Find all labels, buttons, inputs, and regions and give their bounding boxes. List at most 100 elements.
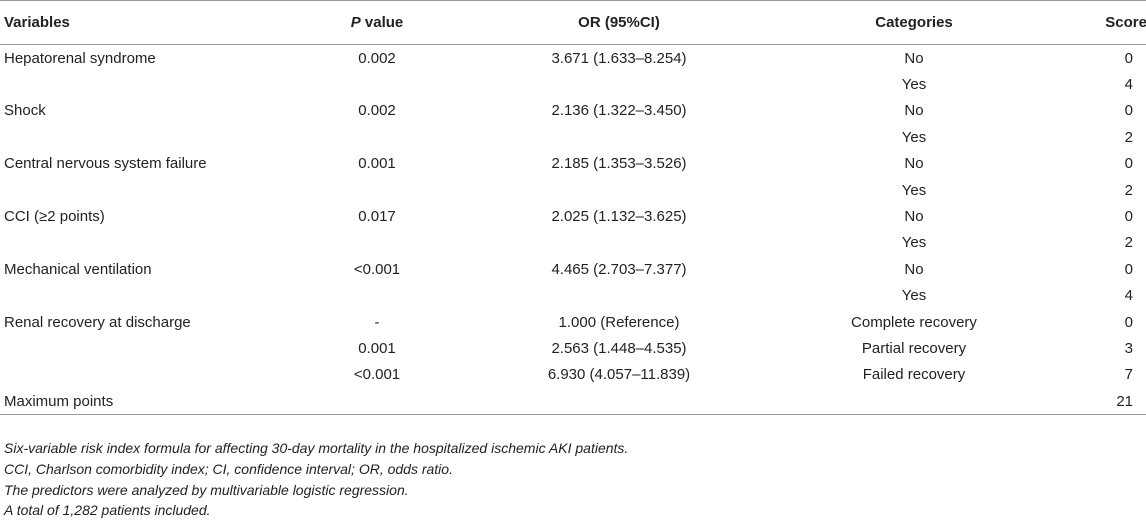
- footnote-description: Six-variable risk index formula for affe…: [4, 440, 629, 456]
- cell-score: 0: [1124, 102, 1133, 120]
- cell-variable: [0, 124, 304, 150]
- table-row: 0.001 2.563 (1.448–4.535) Partial recove…: [0, 335, 1146, 361]
- cell-or: [450, 283, 788, 309]
- cell-p-value: 0.002: [358, 49, 396, 67]
- cell-variable: [0, 335, 304, 361]
- cell-category: [788, 388, 1040, 416]
- cell-or: [450, 124, 788, 150]
- risk-index-table: Variables P value OR (95%CI) Categories …: [0, 0, 1146, 416]
- cell-category: Complete recovery: [851, 313, 977, 331]
- cell-or: [450, 230, 788, 256]
- cell-p-value: 0.001: [358, 339, 396, 357]
- cell-score: 2: [1124, 234, 1133, 252]
- cell-category: Yes: [901, 128, 927, 146]
- cell-or: [450, 388, 788, 416]
- header-row: Variables P value OR (95%CI) Categories …: [0, 0, 1146, 45]
- cell-variable: Maximum points: [0, 388, 304, 416]
- table-row: CCI (≥2 points) 0.017 2.025 (1.132–3.625…: [0, 203, 1146, 229]
- footnote-abbreviations: CCI, Charlson comorbidity index; CI, con…: [4, 460, 453, 477]
- cell-score: 7: [1124, 366, 1133, 384]
- cell-variable: Central nervous system failure: [4, 155, 207, 173]
- cell-category: Yes: [901, 234, 927, 252]
- table-row: Central nervous system failure 0.001 2.1…: [0, 151, 1146, 177]
- cell-or: 3.671 (1.633–8.254): [551, 49, 687, 67]
- table-row: Renal recovery at discharge - 1.000 (Ref…: [0, 309, 1146, 335]
- cell-p-value: 0.001: [358, 155, 396, 173]
- table-footnotes: Six-variable risk index formula for affe…: [4, 438, 628, 521]
- cell-or: 2.185 (1.353–3.526): [551, 155, 687, 173]
- header-p-rest: value: [360, 14, 404, 31]
- table-row-maximum-points: Maximum points 21: [0, 388, 1146, 416]
- header-or: OR (95%CI): [450, 0, 788, 45]
- cell-category: No: [904, 102, 924, 120]
- cell-score: 0: [1124, 49, 1133, 67]
- footnote-method: The predictors were analyzed by multivar…: [4, 481, 409, 498]
- cell-p-value: 0.017: [358, 208, 396, 226]
- risk-index-table-container: Variables P value OR (95%CI) Categories …: [0, 0, 1146, 416]
- cell-variable: [0, 177, 304, 203]
- table-row: Yes 2: [0, 177, 1146, 203]
- cell-p-value: [304, 71, 450, 97]
- cell-variable: Renal recovery at discharge: [4, 313, 191, 331]
- cell-category: Yes: [901, 287, 927, 305]
- cell-category: Yes: [901, 76, 927, 94]
- cell-score: 4: [1124, 287, 1133, 305]
- cell-or: 6.930 (4.057–11.839): [547, 366, 691, 384]
- cell-p-value: [304, 177, 450, 203]
- cell-score: 4: [1124, 76, 1133, 94]
- cell-variable: [0, 362, 304, 388]
- cell-category: No: [904, 208, 924, 226]
- cell-category: Partial recovery: [861, 339, 967, 357]
- cell-p-value: <0.001: [353, 366, 401, 384]
- cell-variable: [0, 230, 304, 256]
- table-row: Shock 0.002 2.136 (1.322–3.450) No 0: [0, 98, 1146, 124]
- cell-variable: Shock: [4, 102, 46, 120]
- table-header: Variables P value OR (95%CI) Categories …: [0, 0, 1146, 45]
- header-categories: Categories: [788, 0, 1040, 45]
- table-row: Mechanical ventilation <0.001 4.465 (2.7…: [0, 256, 1146, 282]
- cell-score: 0: [1124, 260, 1133, 278]
- cell-variable: [0, 71, 304, 97]
- header-variables: Variables: [0, 0, 304, 45]
- cell-p-value: [304, 124, 450, 150]
- cell-score: 2: [1124, 181, 1133, 199]
- header-p-value: P value: [304, 0, 450, 45]
- cell-category: No: [904, 155, 924, 173]
- cell-variable: Mechanical ventilation: [4, 260, 152, 278]
- header-score: Score: [1040, 0, 1146, 45]
- cell-category: Yes: [901, 181, 927, 199]
- cell-category: No: [904, 260, 924, 278]
- cell-score: 0: [1124, 208, 1133, 226]
- cell-p-value: 0.002: [358, 102, 396, 120]
- cell-p-value: -: [374, 313, 380, 331]
- header-p-italic: P: [350, 14, 361, 31]
- cell-or: [450, 71, 788, 97]
- cell-or: [450, 177, 788, 203]
- cell-or: 2.025 (1.132–3.625): [551, 208, 687, 226]
- table-body: Hepatorenal syndrome 0.002 3.671 (1.633–…: [0, 45, 1146, 416]
- cell-or: 4.465 (2.703–7.377): [551, 260, 687, 278]
- cell-score: 21: [1040, 388, 1146, 416]
- cell-p-value: [304, 283, 450, 309]
- cell-variable: Hepatorenal syndrome: [4, 49, 156, 67]
- cell-score: 3: [1124, 339, 1133, 357]
- cell-score: 0: [1124, 313, 1133, 331]
- table-row: <0.001 6.930 (4.057–11.839) Failed recov…: [0, 362, 1146, 388]
- cell-category: No: [904, 49, 924, 67]
- cell-category: Failed recovery: [862, 366, 966, 384]
- cell-or: 1.000 (Reference): [558, 313, 680, 331]
- cell-p-value: [304, 388, 450, 416]
- cell-p-value: [304, 230, 450, 256]
- table-row: Hepatorenal syndrome 0.002 3.671 (1.633–…: [0, 45, 1146, 72]
- footnote-sample-size: A total of 1,282 patients included.: [4, 502, 211, 519]
- cell-variable: CCI (≥2 points): [4, 208, 105, 226]
- table-row: Yes 4: [0, 283, 1146, 309]
- cell-variable: [0, 283, 304, 309]
- table-row: Yes 2: [0, 124, 1146, 150]
- cell-p-value: <0.001: [353, 260, 401, 278]
- cell-score: 2: [1124, 128, 1133, 146]
- cell-or: 2.563 (1.448–4.535): [551, 339, 687, 357]
- cell-score: 0: [1124, 155, 1133, 173]
- table-row: Yes 2: [0, 230, 1146, 256]
- table-row: Yes 4: [0, 71, 1146, 97]
